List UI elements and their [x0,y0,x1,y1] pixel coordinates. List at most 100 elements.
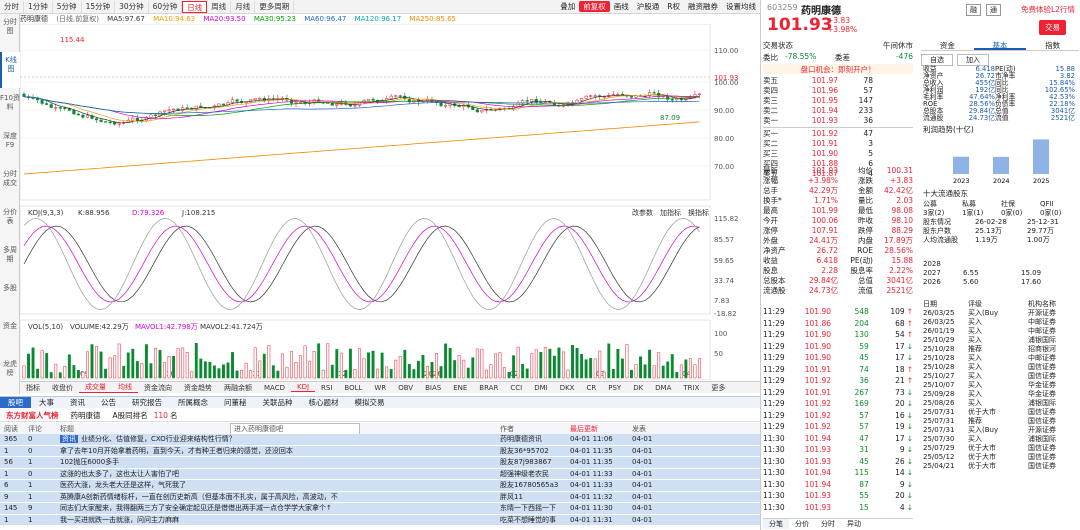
tool-1[interactable]: 前复权 [579,1,610,12]
indicator-tab-15[interactable]: BRAR [479,383,499,392]
right-bottom-tab-1[interactable]: 分价 [795,520,809,528]
timeframe-0[interactable]: 分时 [0,0,24,13]
indicator-tab-19[interactable]: CR [586,383,597,392]
post-title-cell[interactable]: 同志们大家醒来，我得翻两三方了安全确定起见还是借借出两手减一点仓学学大家拿个↑ [56,503,496,513]
indicator-tab-22[interactable]: DMA [655,383,672,392]
bottom-tab-8[interactable]: 核心题材 [308,398,339,407]
bottom-tab-1[interactable]: 大事 [39,398,54,407]
post-title[interactable]: 英腾康A创新药情绪标杆，一直在创历史新高（但基本面不扎实，属于高风险，高波动，不 [60,492,338,501]
left-tab-6[interactable]: 多周期 [3,246,17,263]
post-title-cell[interactable]: 医药大涨，龙头老大还是这样，气死我了 [56,480,496,490]
right-bottom-tab-0[interactable]: 分笔 [763,519,789,529]
bottom-tab-4[interactable]: 研究报告 [132,398,162,407]
bottom-tab-9[interactable]: 模拟交易 [354,398,385,407]
indicator-tab-17[interactable]: DMI [534,383,548,392]
left-tab-5[interactable]: 分价表 [3,208,17,225]
indicator-tab-0[interactable]: 指标 [26,383,40,392]
left-tab-7[interactable]: 多股 [3,284,17,292]
left-tab-3[interactable]: 深度F9 [3,132,17,149]
right-bottom-tab-3[interactable]: 异动 [847,520,861,528]
free-l2-link[interactable]: 免费体验L2行情 [1021,5,1075,14]
indicator-tab-1[interactable]: 收盘价 [52,383,73,392]
post-row[interactable]: 56 1 102抛压6000多手 股友87j983867 04-01 11:35 04-0… [0,457,760,468]
post-row[interactable]: 365 0 资讯 业绩分化、估值修复，CXO行业迎来结构性行情？ 药明康德资讯 04-01… [0,434,760,445]
indicator-tab-8[interactable]: KDJ [290,383,316,392]
indicator-tab-2[interactable]: 成交量 [79,382,112,393]
timeframe-9[interactable]: 更多周期 [255,0,295,13]
indicator-tab-23[interactable]: TRIX [683,383,700,392]
watchlist-button[interactable]: 自选 [921,54,953,66]
tool-0[interactable]: 叠加 [560,2,576,11]
tool-4[interactable]: R权 [667,2,680,11]
tool-6[interactable]: 设置均线 [726,2,756,11]
indicator-tab-5[interactable]: 资金趋势 [184,383,212,392]
bottom-tab-5[interactable]: 所属概念 [178,398,208,407]
add-button[interactable]: 加入 [957,54,989,66]
post-title[interactable]: 我一买进就跌一击就涨，问问主力麻麻 [60,515,179,524]
left-tab-4[interactable]: 分时成交 [3,170,17,187]
post-title[interactable]: 这涨的也太多了，这也太让人害怕了吧 [60,469,179,478]
tool-3[interactable]: 沪股通 [636,2,660,11]
post-title[interactable]: 同志们大家醒来，我得翻两三方了安全确定起见还是借借出两手减一点仓学学大家拿个↑ [60,504,332,513]
fund-tab-2[interactable]: 指数 [1045,41,1061,50]
post-title[interactable]: 102抛压6000多手 [60,458,120,467]
post-title[interactable]: 业绩分化、估值修复，CXO行业迎来结构性行情？ [81,435,236,444]
timeframe-5[interactable]: 60分钟 [149,0,183,13]
post-row[interactable]: 1 0 这涨的也太多了，这也太让人害怕了吧 超强神级老农民 04-01 11:33 04-… [0,468,760,479]
timeframe-2[interactable]: 5分钟 [53,0,82,13]
timeframe-8[interactable]: 月线 [231,0,256,13]
post-title-cell[interactable]: 拿了去年10月开始拿着药明，直到今天，才有种王者归来的感觉，还没回本 [56,446,496,456]
timeframe-7[interactable]: 周线 [207,0,232,13]
timeframe-3[interactable]: 15分钟 [82,0,116,13]
indicator-tab-3[interactable]: 均线 [112,382,138,393]
post-row[interactable]: 1 1 我一买进就跌一击就涨，问问主力麻麻 吃菜不想睡觉的事 04-01 11:31 04… [0,514,760,525]
bottom-tab-7[interactable]: 关联品种 [262,398,293,407]
indicator-tab-20[interactable]: PSY [608,383,622,392]
timeframe-1[interactable]: 1分钟 [24,0,53,13]
indicator-tab-11[interactable]: WR [374,383,387,392]
timeframe-4[interactable]: 30分钟 [115,0,149,13]
left-tab-9[interactable]: 龙虎榜 [3,360,17,377]
promo-link[interactable]: 盘口机会：即刻开户！ [763,64,913,74]
left-tab-1[interactable]: K线图 [0,52,20,88]
bottom-tab-3[interactable]: 公告 [101,398,116,407]
post-title-cell[interactable]: 这涨的也太多了，这也太让人害怕了吧 [56,469,496,479]
left-tab-2[interactable]: F10资料 [0,94,20,111]
indicator-tab-13[interactable]: BIAS [425,383,442,392]
timeframe-6[interactable]: 日线 [182,0,208,13]
indicator-tab-12[interactable]: OBV [398,383,414,392]
post-row[interactable]: 6 1 医药大涨，龙头老大还是这样，气死我了 股友16780565a3 04-01 11… [0,480,760,491]
bottom-tab-6[interactable]: 问董秘 [224,398,247,407]
fund-tab-1[interactable]: 基本 [973,40,1027,50]
tool-5[interactable]: 融资融券 [688,2,718,11]
indicator-tab-18[interactable]: DKX [559,383,575,392]
post-row[interactable]: 9 1 英腾康A创新药情绪标杆，一直在创历史新高（但基本面不扎实，属于高风险，高波动… [0,491,760,502]
post-title-cell[interactable]: 我一买进就跌一击就涨，问问主力麻麻 [56,515,496,525]
indicator-tab-6[interactable]: 两融余额 [224,383,252,392]
tool-2[interactable]: 画线 [613,2,629,11]
post-title-cell[interactable]: 102抛压6000多手 [56,457,496,467]
post-title[interactable]: 医药大涨，龙头老大还是这样，气死我了 [60,481,186,490]
indicator-tab-21[interactable]: DK [633,383,644,392]
indicator-tab-14[interactable]: ENE [453,383,468,392]
trade-button[interactable]: 交易 [1039,20,1066,35]
post-row[interactable]: 1 0 拿了去年10月开始拿着药明，直到今天，才有种王者归来的感觉，还没回本 股友36… [0,445,760,456]
right-bottom-tab-2[interactable]: 分时 [821,520,835,528]
post-title-cell[interactable]: 英腾康A创新药情绪标杆，一直在创历史新高（但基本面不扎实，属于高风险，高波动，不 [56,492,496,502]
post-row[interactable]: 145 9 同志们大家醒来，我得翻两三方了安全确定起见还是借借出两手减一点仓学学大家… [0,503,760,514]
bottom-tab-2[interactable]: 资讯 [70,398,85,407]
indicator-tab-9[interactable]: RSI [321,383,333,392]
rong-badge[interactable]: 融 [966,4,981,16]
left-tab-0[interactable]: 分时图 [3,18,17,35]
post-title[interactable]: 拿了去年10月开始拿着药明，直到今天，才有种王者归来的感觉，还没回本 [60,446,293,455]
indicator-tab-24[interactable]: 更多 [711,383,726,392]
indicator-tab-4[interactable]: 资金流向 [144,383,172,392]
indicator-tab-7[interactable]: MACD [264,383,285,392]
post-title-cell[interactable]: 资讯 业绩分化、估值修复，CXO行业迎来结构性行情？ [56,434,496,444]
tong-badge[interactable]: 通 [986,4,1001,16]
indicator-tab-16[interactable]: CCI [510,383,523,392]
bottom-tab-0[interactable]: 股吧 [0,397,31,408]
left-tab-8[interactable]: 资金 [3,322,17,330]
indicator-tab-10[interactable]: BOLL [344,383,363,392]
